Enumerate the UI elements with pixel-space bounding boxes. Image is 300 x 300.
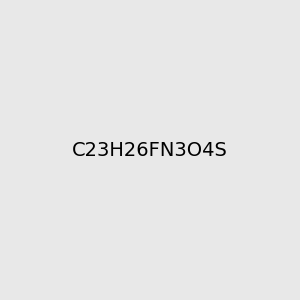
Text: C23H26FN3O4S: C23H26FN3O4S [72, 140, 228, 160]
